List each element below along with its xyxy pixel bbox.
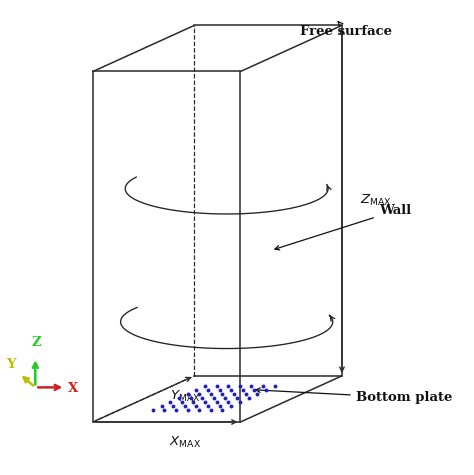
Text: $\mathit{Z}_{\mathrm{MAX}}$: $\mathit{Z}_{\mathrm{MAX}}$	[360, 193, 392, 208]
Text: $\mathit{Y}_{\mathrm{MAX}}$: $\mathit{Y}_{\mathrm{MAX}}$	[170, 389, 201, 404]
Text: Z: Z	[32, 336, 42, 349]
Text: Y: Y	[6, 358, 16, 371]
Text: X: X	[68, 382, 79, 395]
Text: Wall: Wall	[275, 204, 411, 250]
Text: $\mathit{X}_{\mathrm{MAX}}$: $\mathit{X}_{\mathrm{MAX}}$	[169, 435, 201, 450]
Text: Bottom plate: Bottom plate	[256, 388, 452, 404]
Text: Free surface: Free surface	[301, 21, 392, 38]
